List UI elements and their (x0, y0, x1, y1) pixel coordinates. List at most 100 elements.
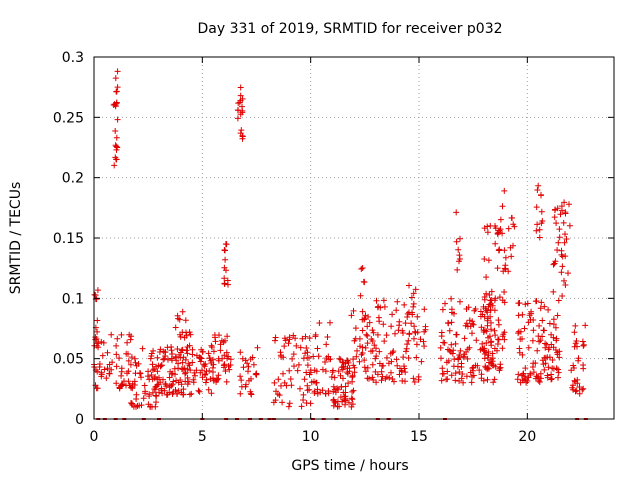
data-point (277, 349, 284, 356)
data-point (501, 247, 508, 254)
data-point (349, 378, 356, 385)
data-point (582, 322, 589, 329)
data-point (286, 400, 293, 407)
data-point (227, 356, 234, 363)
data-point (225, 363, 232, 370)
data-point (495, 336, 501, 343)
data-point (197, 358, 204, 365)
data-point (469, 330, 475, 337)
data-point (565, 270, 571, 277)
data-point (165, 356, 171, 363)
data-point (533, 373, 540, 380)
data-point (528, 308, 535, 315)
data-point (410, 290, 417, 297)
y-tick-label: 0 (75, 412, 84, 428)
data-point (562, 282, 569, 288)
data-point (168, 347, 175, 354)
data-point (492, 332, 499, 339)
data-point (394, 298, 401, 305)
data-point (499, 333, 506, 340)
data-point (350, 356, 357, 363)
data-point (303, 345, 310, 351)
data-point (576, 384, 583, 390)
data-point (199, 367, 205, 374)
data-point (178, 347, 185, 354)
data-point (344, 357, 351, 364)
data-point (460, 379, 467, 386)
data-point (572, 388, 579, 395)
data-point (299, 335, 306, 342)
data-point (225, 281, 231, 288)
data-point (541, 366, 548, 373)
data-point (458, 364, 465, 370)
data-point (220, 339, 227, 346)
data-point (237, 130, 244, 137)
data-point (237, 390, 244, 397)
data-point (404, 310, 411, 317)
data-point (199, 348, 206, 355)
data-point (149, 367, 156, 374)
data-point (354, 347, 360, 354)
data-point (179, 346, 186, 353)
data-point (400, 354, 407, 361)
data-point (300, 397, 307, 403)
data-point (114, 116, 121, 123)
data-point (389, 349, 396, 356)
data-point (203, 376, 210, 383)
data-point (421, 306, 428, 313)
data-point (361, 364, 368, 371)
data-point (113, 146, 120, 153)
data-point (315, 353, 322, 360)
data-point (131, 378, 138, 385)
data-point (404, 341, 411, 348)
data-point (463, 320, 470, 327)
data-point (286, 334, 293, 341)
data-point (439, 365, 446, 372)
data-point (209, 344, 215, 351)
data-point (313, 379, 320, 386)
data-point (557, 211, 564, 218)
data-point (325, 353, 332, 360)
data-point (106, 361, 113, 368)
data-point (188, 390, 195, 397)
data-point (174, 346, 181, 352)
data-point (526, 312, 533, 319)
data-point (314, 386, 321, 393)
data-point (303, 400, 310, 406)
data-point (222, 256, 229, 263)
data-point (492, 225, 499, 232)
data-point (94, 328, 101, 335)
data-point (125, 378, 132, 385)
data-point (181, 334, 188, 341)
data-point (167, 368, 174, 375)
data-point (196, 388, 203, 395)
data-point (362, 368, 369, 375)
x-axis-label: GPS time / hours (291, 458, 408, 474)
data-point (202, 371, 209, 378)
data-point (312, 333, 319, 340)
data-point (161, 355, 168, 362)
data-point (182, 369, 189, 376)
data-point (551, 260, 558, 267)
data-point (472, 306, 479, 312)
data-point (395, 327, 402, 334)
data-point (184, 366, 191, 373)
data-point (328, 374, 335, 380)
data-point (405, 337, 412, 344)
data-point (221, 247, 228, 253)
data-point (337, 372, 344, 379)
data-point (189, 346, 196, 353)
data-point (538, 299, 545, 306)
data-point (497, 226, 504, 233)
data-point (538, 192, 544, 199)
data-point (363, 331, 370, 338)
y-tick-label: 0.1 (62, 291, 84, 307)
data-point (421, 343, 428, 350)
data-point (571, 329, 578, 336)
y-tick-label: 0.25 (53, 110, 84, 126)
data-point (94, 287, 101, 294)
data-point (221, 361, 228, 368)
data-point (184, 374, 191, 381)
data-point (530, 369, 537, 376)
data-point (560, 219, 567, 226)
